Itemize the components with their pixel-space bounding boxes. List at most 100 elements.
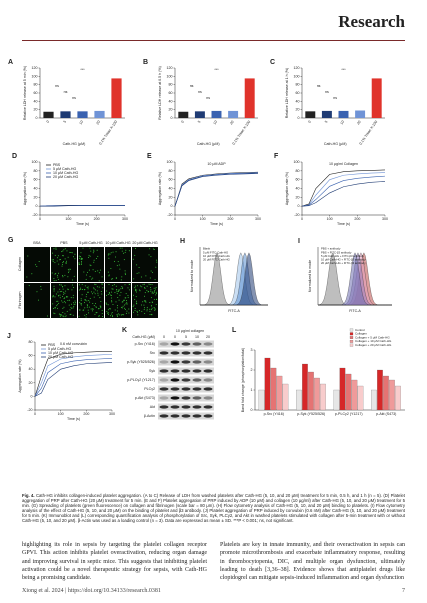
blot-band (170, 351, 180, 355)
platelet-dot (92, 252, 94, 254)
platelet-dot (78, 262, 80, 264)
micrograph (78, 247, 104, 282)
platelet-dot (106, 310, 108, 312)
blot-band (181, 396, 191, 400)
x-axis-label: Cath-HG (μM) (324, 142, 347, 146)
platelet-dot (101, 283, 103, 285)
platelet-dot (78, 257, 80, 259)
platelet-dot (69, 268, 71, 270)
platelet-dot (78, 255, 80, 257)
platelet-dot (121, 307, 123, 309)
platelet-dot (80, 304, 82, 306)
y-tick-label: 80 (296, 169, 300, 173)
platelet-dot (69, 251, 71, 253)
platelet-dot (125, 293, 127, 295)
blot-band (192, 405, 202, 409)
blot-band (159, 378, 169, 382)
platelet-dot (28, 285, 30, 287)
platelet-dot (57, 291, 59, 293)
platelet-dot (125, 249, 127, 251)
platelet-dot (51, 272, 53, 274)
band-label: Syk (149, 369, 155, 373)
panel-label: C (270, 59, 275, 66)
y-tick-label: 3 (251, 348, 253, 352)
blot-band (170, 387, 180, 391)
platelet-dot (100, 307, 102, 309)
platelet-dot (80, 261, 82, 263)
y-tick-label: 0 (298, 116, 300, 120)
legend-label: 5 μM Cath-HG + FITC-β3 antibody (321, 254, 365, 258)
platelet-dot (107, 254, 109, 256)
platelet-dot (121, 285, 123, 287)
platelet-dot (134, 308, 136, 310)
y-tick-label: 60 (169, 178, 173, 182)
platelet-dot (126, 303, 128, 305)
platelet-dot (57, 307, 59, 309)
platelet-dot (69, 314, 71, 316)
platelet-dot (118, 299, 120, 301)
blot-band (170, 369, 180, 373)
blot-band (192, 360, 202, 364)
platelet-dot (54, 273, 56, 275)
x-tick-label: 5 (324, 120, 328, 124)
panel-label: E (147, 153, 152, 160)
platelet-dot (116, 289, 118, 291)
platelet-dot (111, 313, 113, 315)
platelet-dot (36, 266, 38, 268)
platelet-dot (78, 289, 80, 291)
platelet-dot (124, 273, 126, 275)
y-axis-label: Relative LDH release at 5 min (%) (23, 66, 27, 120)
platelet-dot (68, 270, 70, 272)
x-tick-label: 10 (79, 120, 85, 126)
platelet-dot (121, 276, 123, 278)
blot-band (170, 378, 180, 382)
legend-label: 5 μM Cath-HG (53, 167, 76, 171)
platelet-dot (84, 307, 86, 309)
platelet-dot (126, 300, 128, 302)
platelet-dot (156, 298, 158, 300)
legend-label: PBS + antibody (321, 247, 341, 251)
platelet-dot (93, 291, 95, 293)
platelet-dot (114, 309, 116, 311)
platelet-dot (111, 288, 113, 290)
platelet-dot (96, 290, 98, 292)
x-tick-label: 200 (94, 217, 100, 221)
platelet-dot (128, 250, 130, 252)
platelet-dot (124, 251, 126, 253)
blot-band (203, 369, 213, 373)
platelet-dot (57, 255, 59, 257)
legend-label: 5 μM FITC-Cath-HG (203, 250, 228, 254)
platelet-dot (136, 311, 138, 313)
platelet-dot (85, 274, 87, 276)
x-tick-label: p-Syk (Y525/526) (297, 412, 325, 416)
platelet-dot (124, 307, 126, 309)
blot-band (170, 342, 180, 346)
platelet-dot (135, 248, 137, 250)
platelet-dot (154, 308, 156, 310)
blot-band (159, 396, 169, 400)
platelet-dot (88, 269, 90, 271)
legend-label: Blank (203, 247, 211, 251)
platelet-dot (119, 247, 121, 249)
platelet-dot (122, 305, 124, 307)
y-axis-label: Aggregation rate (%) (158, 172, 162, 205)
platelet-dot (94, 270, 96, 272)
x-axis-label: Cath-HG (μM) (63, 142, 86, 146)
platelet-dot (79, 309, 81, 311)
platelet-dot (125, 297, 127, 299)
x-tick-label: 100 (65, 217, 71, 221)
platelet-dot (142, 301, 144, 303)
dose: 10 (195, 335, 199, 339)
platelet-dot (93, 259, 95, 261)
blot-band (159, 351, 169, 355)
platelet-dot (61, 300, 63, 302)
platelet-dot (74, 303, 76, 305)
platelet-dot (65, 290, 67, 292)
platelet-dot (98, 308, 100, 310)
micrograph (24, 283, 50, 318)
platelet-dot (96, 286, 98, 288)
platelet-dot (40, 286, 42, 288)
platelet-dot (140, 304, 142, 306)
platelet-dot (67, 276, 69, 278)
y-tick-label: 80 (296, 83, 300, 87)
